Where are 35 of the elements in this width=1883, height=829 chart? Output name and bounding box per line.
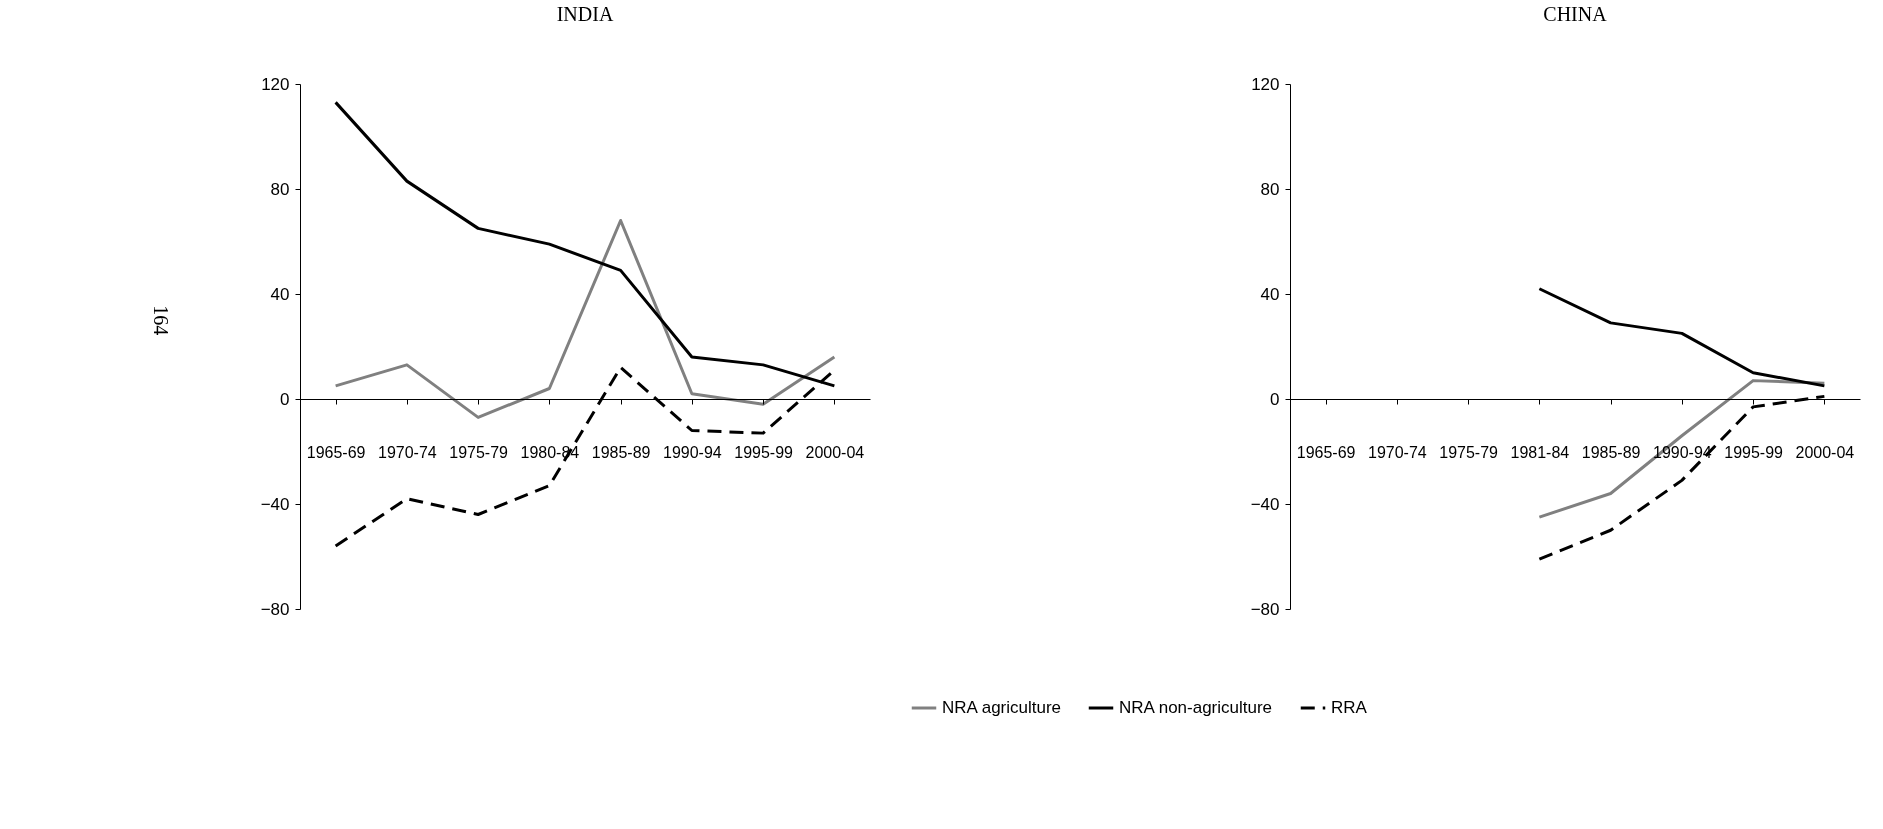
x-tick-label: 1990-94 [663, 443, 722, 461]
x-tick-label: 1970-74 [1368, 443, 1427, 461]
x-tick-label: 1970-74 [378, 443, 437, 461]
x-tick-label: 1965-69 [1296, 443, 1356, 461]
y-tick-label: 0 [280, 389, 290, 409]
y-tick-label: −40 [260, 494, 290, 514]
chart-title: CHINA [1543, 3, 1608, 25]
y-tick-label: 40 [1260, 284, 1280, 304]
x-tick-label: 1975-79 [1439, 443, 1499, 461]
line-series [1537, 287, 1826, 388]
y-tick-label: 120 [1251, 74, 1280, 94]
y-tick-label: 120 [261, 74, 290, 94]
x-tick-label: 1995-99 [734, 443, 794, 461]
y-tick-label: −80 [260, 599, 290, 619]
y-tick-label: 80 [1260, 179, 1280, 199]
x-tick-label: 1980-84 [520, 443, 580, 461]
line-series [334, 219, 836, 419]
legend-label: NRA agriculture [942, 698, 1062, 717]
x-tick-label: 1985-89 [1581, 443, 1641, 461]
y-tick-label: 40 [270, 284, 290, 304]
x-tick-label: 1965-69 [306, 443, 366, 461]
y-tick-label: 0 [1270, 389, 1280, 409]
x-tick-label: 1975-79 [449, 443, 509, 461]
x-tick-label: 1981-84 [1510, 443, 1570, 461]
y-tick-label: −80 [1250, 599, 1280, 619]
x-tick-label: 2000-04 [1795, 443, 1855, 461]
y-tick-label: 80 [270, 179, 290, 199]
x-tick-label: 2000-04 [805, 443, 865, 461]
chart-title: INDIA [556, 3, 614, 25]
x-tick-label: 1995-99 [1724, 443, 1784, 461]
legend-label: NRA non-agriculture [1119, 698, 1273, 717]
text: 164 [150, 305, 172, 336]
x-tick-label: 1985-89 [591, 443, 651, 461]
y-tick-label: −40 [1250, 494, 1280, 514]
legend-label: RRA [1331, 698, 1368, 717]
